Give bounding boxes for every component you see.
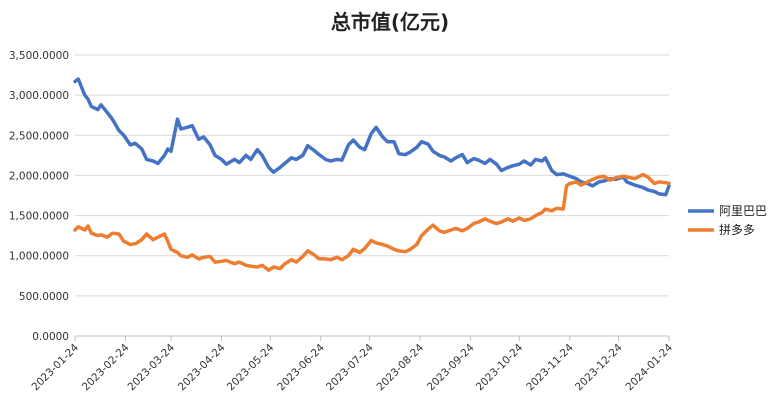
y-tick-label: 3,000.0000 <box>9 90 69 102</box>
series-line-1 <box>73 77 671 197</box>
x-tick-label: 2023-09-24 <box>425 341 477 393</box>
y-tick-label: 0.0000 <box>32 331 69 343</box>
x-tick-label: 2023-05-24 <box>225 341 277 393</box>
x-tick-label: 2023-04-24 <box>176 341 228 393</box>
x-axis: 2023-01-242023-02-242023-03-242023-04-24… <box>29 335 675 393</box>
y-tick-label: 1,500.0000 <box>9 211 69 223</box>
legend-label-1: 阿里巴巴 <box>719 204 767 218</box>
y-tick-label: 3,500.0000 <box>9 50 69 62</box>
x-tick-label: 2023-03-24 <box>125 341 177 393</box>
x-tick-label: 2023-06-24 <box>275 341 327 393</box>
x-tick-label: 2023-11-24 <box>524 341 576 393</box>
series-lines <box>73 77 671 272</box>
legend-label-2: 拼多多 <box>719 223 755 237</box>
series-line-2 <box>73 172 671 272</box>
x-tick-label: 2023-02-24 <box>80 341 132 393</box>
y-tick-label: 1,000.0000 <box>9 251 69 263</box>
y-tick-label: 500.0000 <box>19 291 69 303</box>
x-tick-label: 2023-12-24 <box>573 341 625 393</box>
y-tick-label: 2,000.0000 <box>9 170 69 182</box>
x-tick-label: 2024-01-24 <box>623 341 675 393</box>
x-tick-label: 2023-08-24 <box>374 341 426 393</box>
y-axis: 0.0000 500.0000 1,000.0000 1,500.0000 2,000.… <box>9 50 69 343</box>
x-tick-label: 2023-07-24 <box>324 341 376 393</box>
y-tick-label: 2,500.0000 <box>9 130 69 142</box>
x-tick-label: 2023-01-24 <box>29 341 81 393</box>
chart-title: 总市值(亿元) <box>331 10 449 34</box>
x-tick-label: 2023-10-24 <box>474 341 526 393</box>
gridlines <box>75 54 669 337</box>
